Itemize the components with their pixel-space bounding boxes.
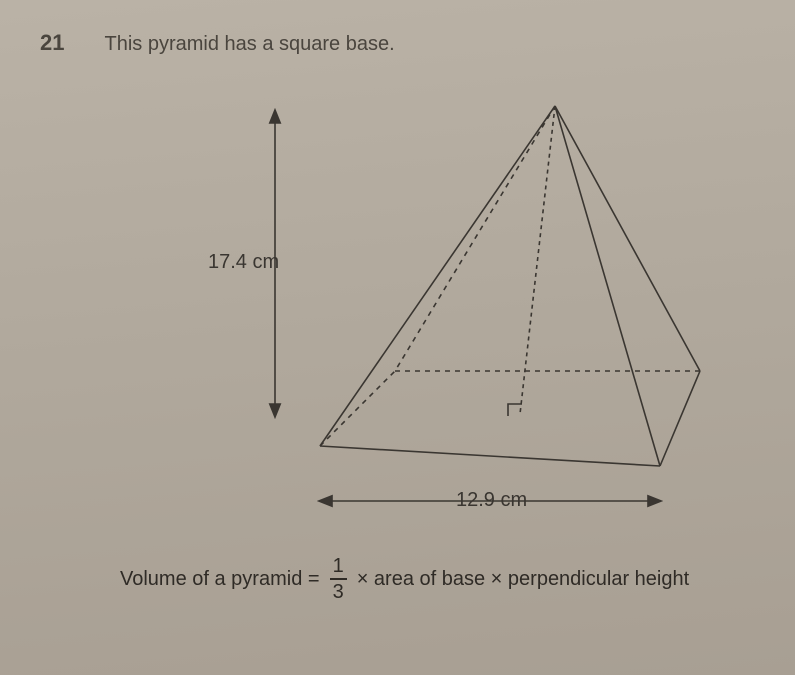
pyramid-diagram: 17.4 cm 12.9 cm (170, 86, 770, 526)
question-header: 21 This pyramid has a square base. (40, 30, 755, 56)
base-dimension-label: 12.9 cm (450, 489, 533, 512)
formula-fraction: 1 3 (330, 556, 347, 602)
fraction-denominator: 3 (330, 578, 347, 602)
fraction-numerator: 1 (330, 556, 347, 578)
height-dimension-label: 17.4 cm (208, 251, 279, 274)
question-number: 21 (40, 30, 64, 56)
question-text: This pyramid has a square base. (104, 33, 394, 56)
volume-formula: Volume of a pyramid = 1 3 × area of base… (120, 556, 755, 602)
formula-prefix: Volume of a pyramid = (120, 568, 320, 591)
formula-suffix: × area of base × perpendicular height (357, 568, 689, 591)
pyramid-svg (170, 86, 770, 526)
